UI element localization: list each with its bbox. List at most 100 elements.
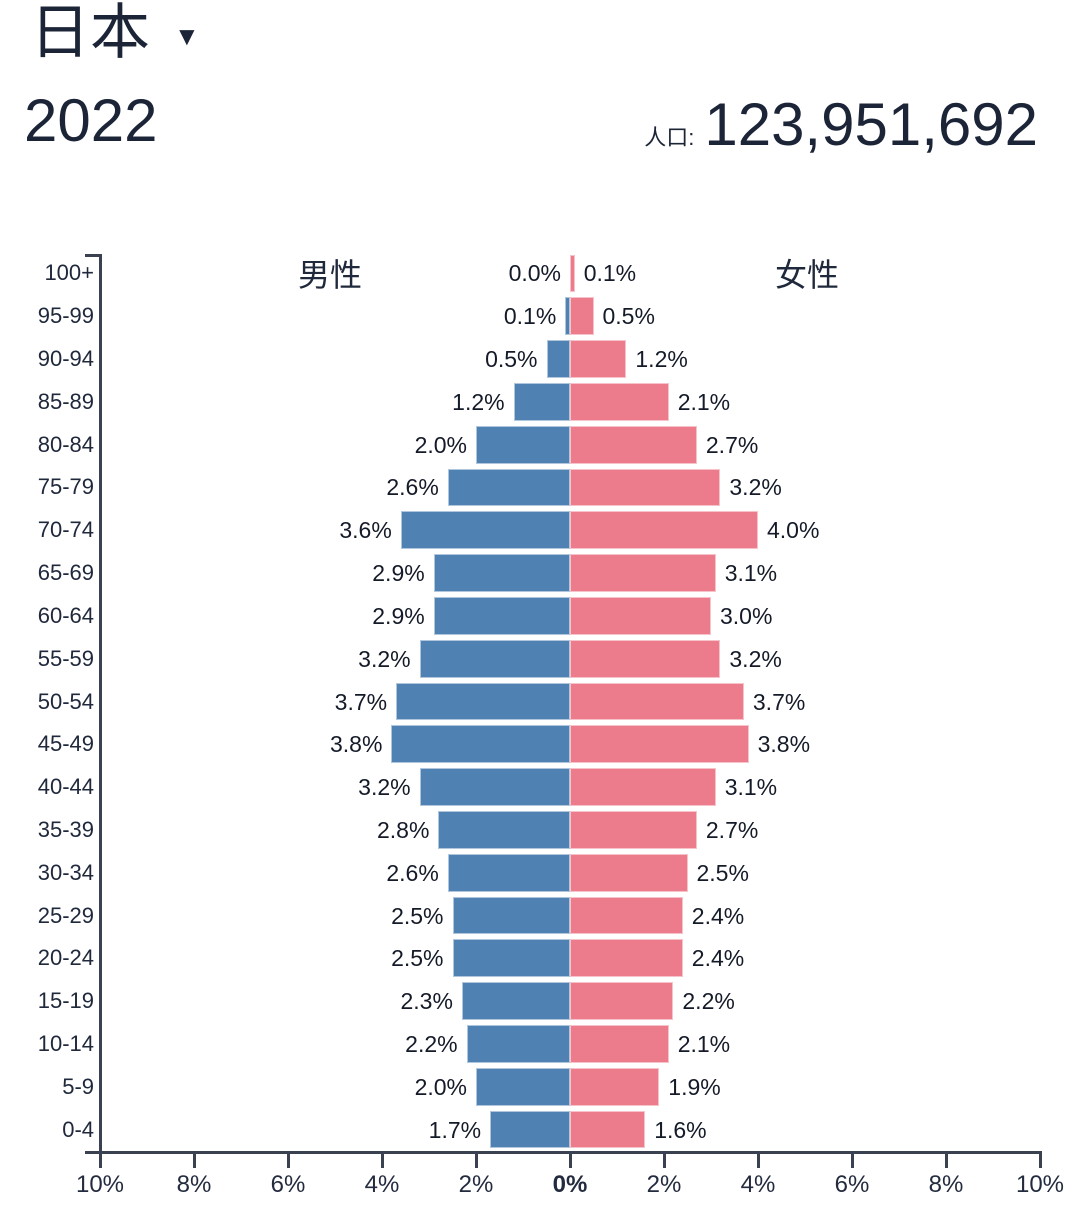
male-value-label: 3.2% [358, 774, 411, 801]
country-name: 日本 [30, 0, 150, 66]
male-value-label: 2.0% [414, 1073, 467, 1100]
male-value-label: 3.2% [358, 645, 411, 672]
age-label: 20-24 [37, 945, 94, 971]
female-value-label: 2.4% [691, 945, 745, 972]
male-bar[interactable] [438, 811, 570, 849]
x-axis-tick-label: 6% [834, 1171, 870, 1198]
male-bar[interactable] [565, 297, 570, 336]
female-value-label: 3.7% [752, 688, 806, 715]
population-readout: 人口: 123,951,692 [644, 92, 1038, 158]
male-bar[interactable] [447, 853, 570, 892]
x-axis-tick [568, 1151, 572, 1168]
female-bar[interactable] [570, 1025, 669, 1063]
male-bar[interactable] [490, 1110, 570, 1149]
male-value-label: 0.5% [485, 346, 538, 373]
female-bar[interactable] [570, 768, 716, 806]
female-bar[interactable] [570, 382, 669, 421]
female-value-label: 3.1% [724, 774, 778, 801]
female-value-label: 2.4% [691, 902, 745, 929]
male-bar[interactable] [400, 511, 570, 550]
female-bar[interactable] [570, 811, 697, 849]
female-series-label: 女性 [774, 257, 839, 293]
male-value-label: 0.0% [508, 260, 561, 287]
female-bar[interactable] [570, 425, 697, 464]
x-axis-tick-label: 8% [176, 1171, 212, 1198]
male-value-label: 3.8% [329, 731, 383, 758]
female-value-label: 2.5% [696, 859, 749, 886]
x-axis-tick [1038, 1151, 1042, 1168]
x-axis-tick [380, 1151, 384, 1168]
male-value-label: 2.2% [405, 1030, 458, 1057]
female-bar[interactable] [570, 254, 575, 293]
female-value-label: 2.1% [677, 388, 731, 415]
male-bar[interactable] [476, 425, 570, 464]
male-bar[interactable] [419, 768, 570, 806]
male-bar[interactable] [433, 554, 570, 592]
female-bar[interactable] [570, 896, 683, 935]
x-axis-tick [474, 1151, 478, 1168]
female-value-label: 1.2% [635, 346, 688, 373]
male-bar[interactable] [391, 725, 570, 764]
male-bar[interactable] [461, 982, 570, 1021]
male-bar[interactable] [466, 1025, 570, 1063]
female-bar[interactable] [570, 982, 674, 1021]
female-value-label: 2.1% [677, 1030, 731, 1057]
x-axis-tick [850, 1151, 854, 1168]
age-label: 0-4 [62, 1116, 94, 1142]
dropdown-caret-icon: ▼ [174, 21, 200, 51]
female-value-label: 2.2% [682, 988, 735, 1015]
female-bar[interactable] [570, 297, 594, 336]
female-bar[interactable] [570, 511, 758, 550]
male-bar[interactable] [396, 682, 570, 721]
male-value-label: 3.7% [334, 688, 388, 715]
female-bar[interactable] [570, 725, 749, 764]
population-label: 人口: [644, 125, 695, 150]
population-value: 123,951,692 [704, 91, 1038, 158]
male-bar[interactable] [476, 1067, 570, 1106]
male-value-label: 2.0% [414, 431, 467, 458]
female-bar[interactable] [570, 639, 721, 678]
female-value-label: 2.7% [705, 431, 759, 458]
female-bar[interactable] [570, 1067, 660, 1106]
female-bar[interactable] [570, 1110, 646, 1149]
male-value-label: 2.6% [386, 859, 439, 886]
female-bar[interactable] [570, 340, 627, 378]
male-value-label: 1.7% [428, 1116, 482, 1143]
female-value-label: 3.2% [729, 474, 782, 501]
female-bar[interactable] [570, 853, 688, 892]
age-label: 85-89 [37, 388, 94, 414]
male-value-label: 2.9% [372, 560, 425, 587]
male-bar[interactable] [452, 896, 570, 935]
male-bar[interactable] [452, 939, 570, 978]
x-axis-tick-label: 4% [364, 1171, 400, 1198]
y-axis-top-cap [85, 254, 100, 257]
female-value-label: 4.0% [767, 517, 820, 544]
female-value-label: 0.1% [583, 260, 637, 287]
male-bar[interactable] [513, 382, 570, 421]
female-value-label: 1.9% [668, 1073, 721, 1100]
male-series-label: 男性 [297, 257, 362, 293]
age-label: 90-94 [37, 346, 94, 372]
female-value-label: 0.5% [602, 303, 655, 330]
age-label: 75-79 [37, 474, 94, 500]
female-bar[interactable] [570, 468, 721, 507]
country-selector[interactable]: 日本 ▼ [30, 0, 200, 66]
x-axis-line [85, 1151, 1041, 1154]
x-axis-tick [192, 1151, 196, 1168]
male-bar[interactable] [433, 596, 570, 635]
age-label: 55-59 [37, 645, 94, 671]
age-label: 80-84 [37, 431, 94, 457]
age-label: 15-19 [37, 988, 94, 1014]
female-value-label: 1.6% [654, 1116, 707, 1143]
female-bar[interactable] [570, 939, 683, 978]
male-bar[interactable] [546, 340, 570, 378]
female-bar[interactable] [570, 682, 744, 721]
male-value-label: 1.2% [452, 388, 505, 415]
age-label: 45-49 [37, 731, 94, 757]
male-bar[interactable] [447, 468, 570, 507]
male-bar[interactable] [419, 639, 570, 678]
x-axis-tick-label: 6% [270, 1171, 306, 1198]
female-bar[interactable] [570, 596, 711, 635]
female-bar[interactable] [570, 554, 716, 592]
